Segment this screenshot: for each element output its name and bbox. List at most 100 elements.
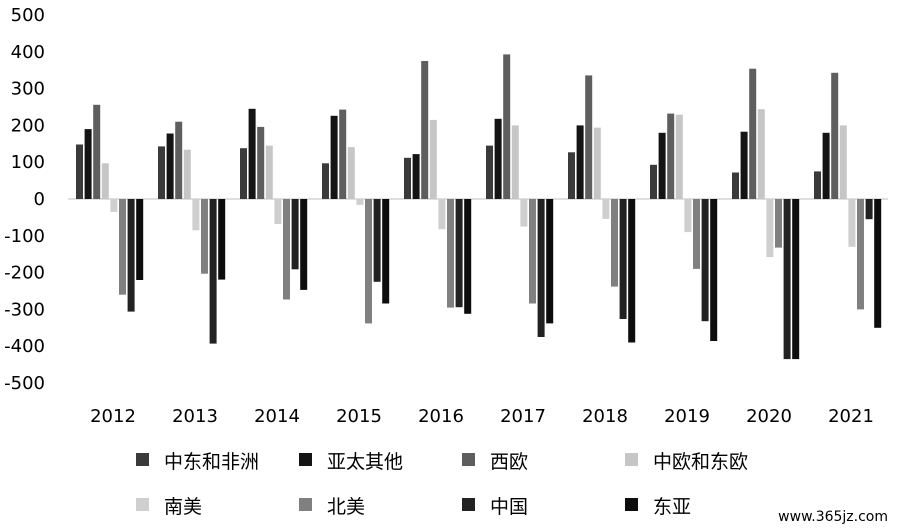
bar-2020-4 [757, 109, 765, 199]
x-tick-label: 2016 [418, 406, 464, 427]
bar-2014-2 [248, 108, 256, 199]
legend-label: 中国 [490, 496, 528, 518]
bar-2018-3 [585, 75, 593, 199]
y-tick-label: 400 [11, 42, 45, 63]
bar-2013-7 [209, 199, 217, 344]
bar-2012-4 [101, 163, 109, 199]
bar-2016-4 [429, 119, 437, 199]
bar-2014-4 [265, 145, 273, 199]
bar-2012-5 [110, 199, 118, 212]
bar-2018-6 [611, 199, 618, 287]
y-tick-label: 100 [11, 152, 45, 173]
bar-2015-3 [339, 109, 347, 199]
y-tick-label: 300 [11, 79, 45, 100]
bar-2020-8 [792, 199, 800, 360]
bar-2014-8 [300, 199, 308, 290]
bar-2016-6 [447, 199, 454, 308]
bar-2015-6 [365, 199, 372, 324]
bar-2013-5 [192, 199, 200, 231]
bar-2014-1 [240, 148, 247, 199]
bar-2017-5 [520, 199, 528, 227]
bar-2019-6 [693, 199, 700, 269]
bar-2014-3 [257, 126, 265, 199]
bar-2020-3 [749, 68, 757, 199]
bar-2019-1 [650, 164, 657, 199]
legend-swatch [136, 453, 149, 466]
bar-2019-7 [701, 199, 709, 322]
legend-label: 东亚 [653, 496, 691, 518]
bar-2020-2 [740, 131, 748, 199]
legend-swatch [462, 498, 475, 511]
y-tick-label: 0 [34, 189, 45, 210]
bar-2019-3 [667, 113, 675, 199]
bar-2021-7 [865, 199, 873, 220]
bar-2021-6 [857, 199, 864, 310]
bar-2018-4 [593, 127, 601, 199]
x-tick-label: 2012 [90, 406, 136, 427]
bar-2013-3 [175, 121, 183, 199]
legend-label: 中欧和东欧 [653, 451, 748, 473]
legend-label: 西欧 [490, 451, 528, 473]
bar-2021-3 [831, 72, 839, 199]
x-tick-label: 2015 [336, 406, 382, 427]
bar-2016-1 [404, 157, 411, 199]
bar-2012-7 [127, 199, 135, 312]
y-tick-label: -400 [4, 336, 45, 357]
bar-2021-5 [848, 199, 856, 247]
legend-swatch [625, 498, 638, 511]
x-tick-label: 2014 [254, 406, 300, 427]
x-tick-label: 2019 [664, 406, 710, 427]
bar-2014-6 [283, 199, 290, 300]
bar-2015-8 [382, 199, 390, 304]
bar-2013-8 [218, 199, 226, 280]
bar-2015-1 [322, 163, 329, 199]
bar-2014-5 [274, 199, 282, 224]
x-tick-label: 2021 [828, 406, 874, 427]
y-tick-label: -300 [4, 299, 45, 320]
bar-2015-5 [356, 199, 364, 205]
bar-2012-8 [136, 199, 144, 280]
bar-2020-5 [766, 199, 774, 258]
y-tick-label: 200 [11, 115, 45, 136]
bar-2017-3 [503, 54, 511, 200]
bar-2012-3 [93, 104, 101, 199]
bar-2017-1 [486, 145, 493, 199]
bar-2013-1 [158, 146, 165, 199]
bar-2017-4 [511, 125, 519, 199]
bar-2018-8 [628, 199, 636, 343]
bar-2019-5 [684, 199, 692, 233]
bar-2016-8 [464, 199, 472, 314]
bar-2016-5 [438, 199, 446, 230]
legend-swatch [299, 453, 312, 466]
bar-2012-1 [76, 144, 83, 199]
legend-swatch [299, 498, 312, 511]
legend-label: 中东和非洲 [164, 451, 259, 473]
y-tick-label: -500 [4, 373, 45, 394]
x-tick-label: 2020 [746, 406, 792, 427]
bar-2017-6 [529, 199, 536, 304]
bar-2013-6 [201, 199, 208, 274]
bar-2018-7 [619, 199, 627, 319]
bar-2017-7 [537, 199, 545, 337]
legend-swatch [462, 453, 475, 466]
bar-2016-2 [412, 154, 420, 199]
bar-2015-4 [347, 147, 355, 199]
bar-2019-2 [658, 132, 666, 199]
legend-label: 南美 [164, 496, 202, 518]
x-tick-label: 2018 [582, 406, 628, 427]
y-axis-ticks: 500 400 300 200 100 0 -100 -200 -300 -400 -500 [4, 5, 45, 394]
bar-2020-6 [775, 199, 782, 248]
legend-label: 北美 [327, 496, 365, 518]
bar-2020-7 [783, 199, 791, 360]
x-axis-ticks: 2012 2013 2014 2015 2016 2017 2018 2019 2020 2021 [90, 406, 874, 427]
bars [76, 54, 882, 360]
bar-2016-3 [421, 61, 429, 199]
bar-2016-7 [455, 199, 463, 308]
y-tick-label: -200 [4, 263, 45, 284]
bar-2021-4 [839, 125, 847, 199]
bar-2021-2 [822, 132, 830, 199]
legend-label: 亚太其他 [327, 451, 403, 473]
y-tick-label: -100 [4, 226, 45, 247]
